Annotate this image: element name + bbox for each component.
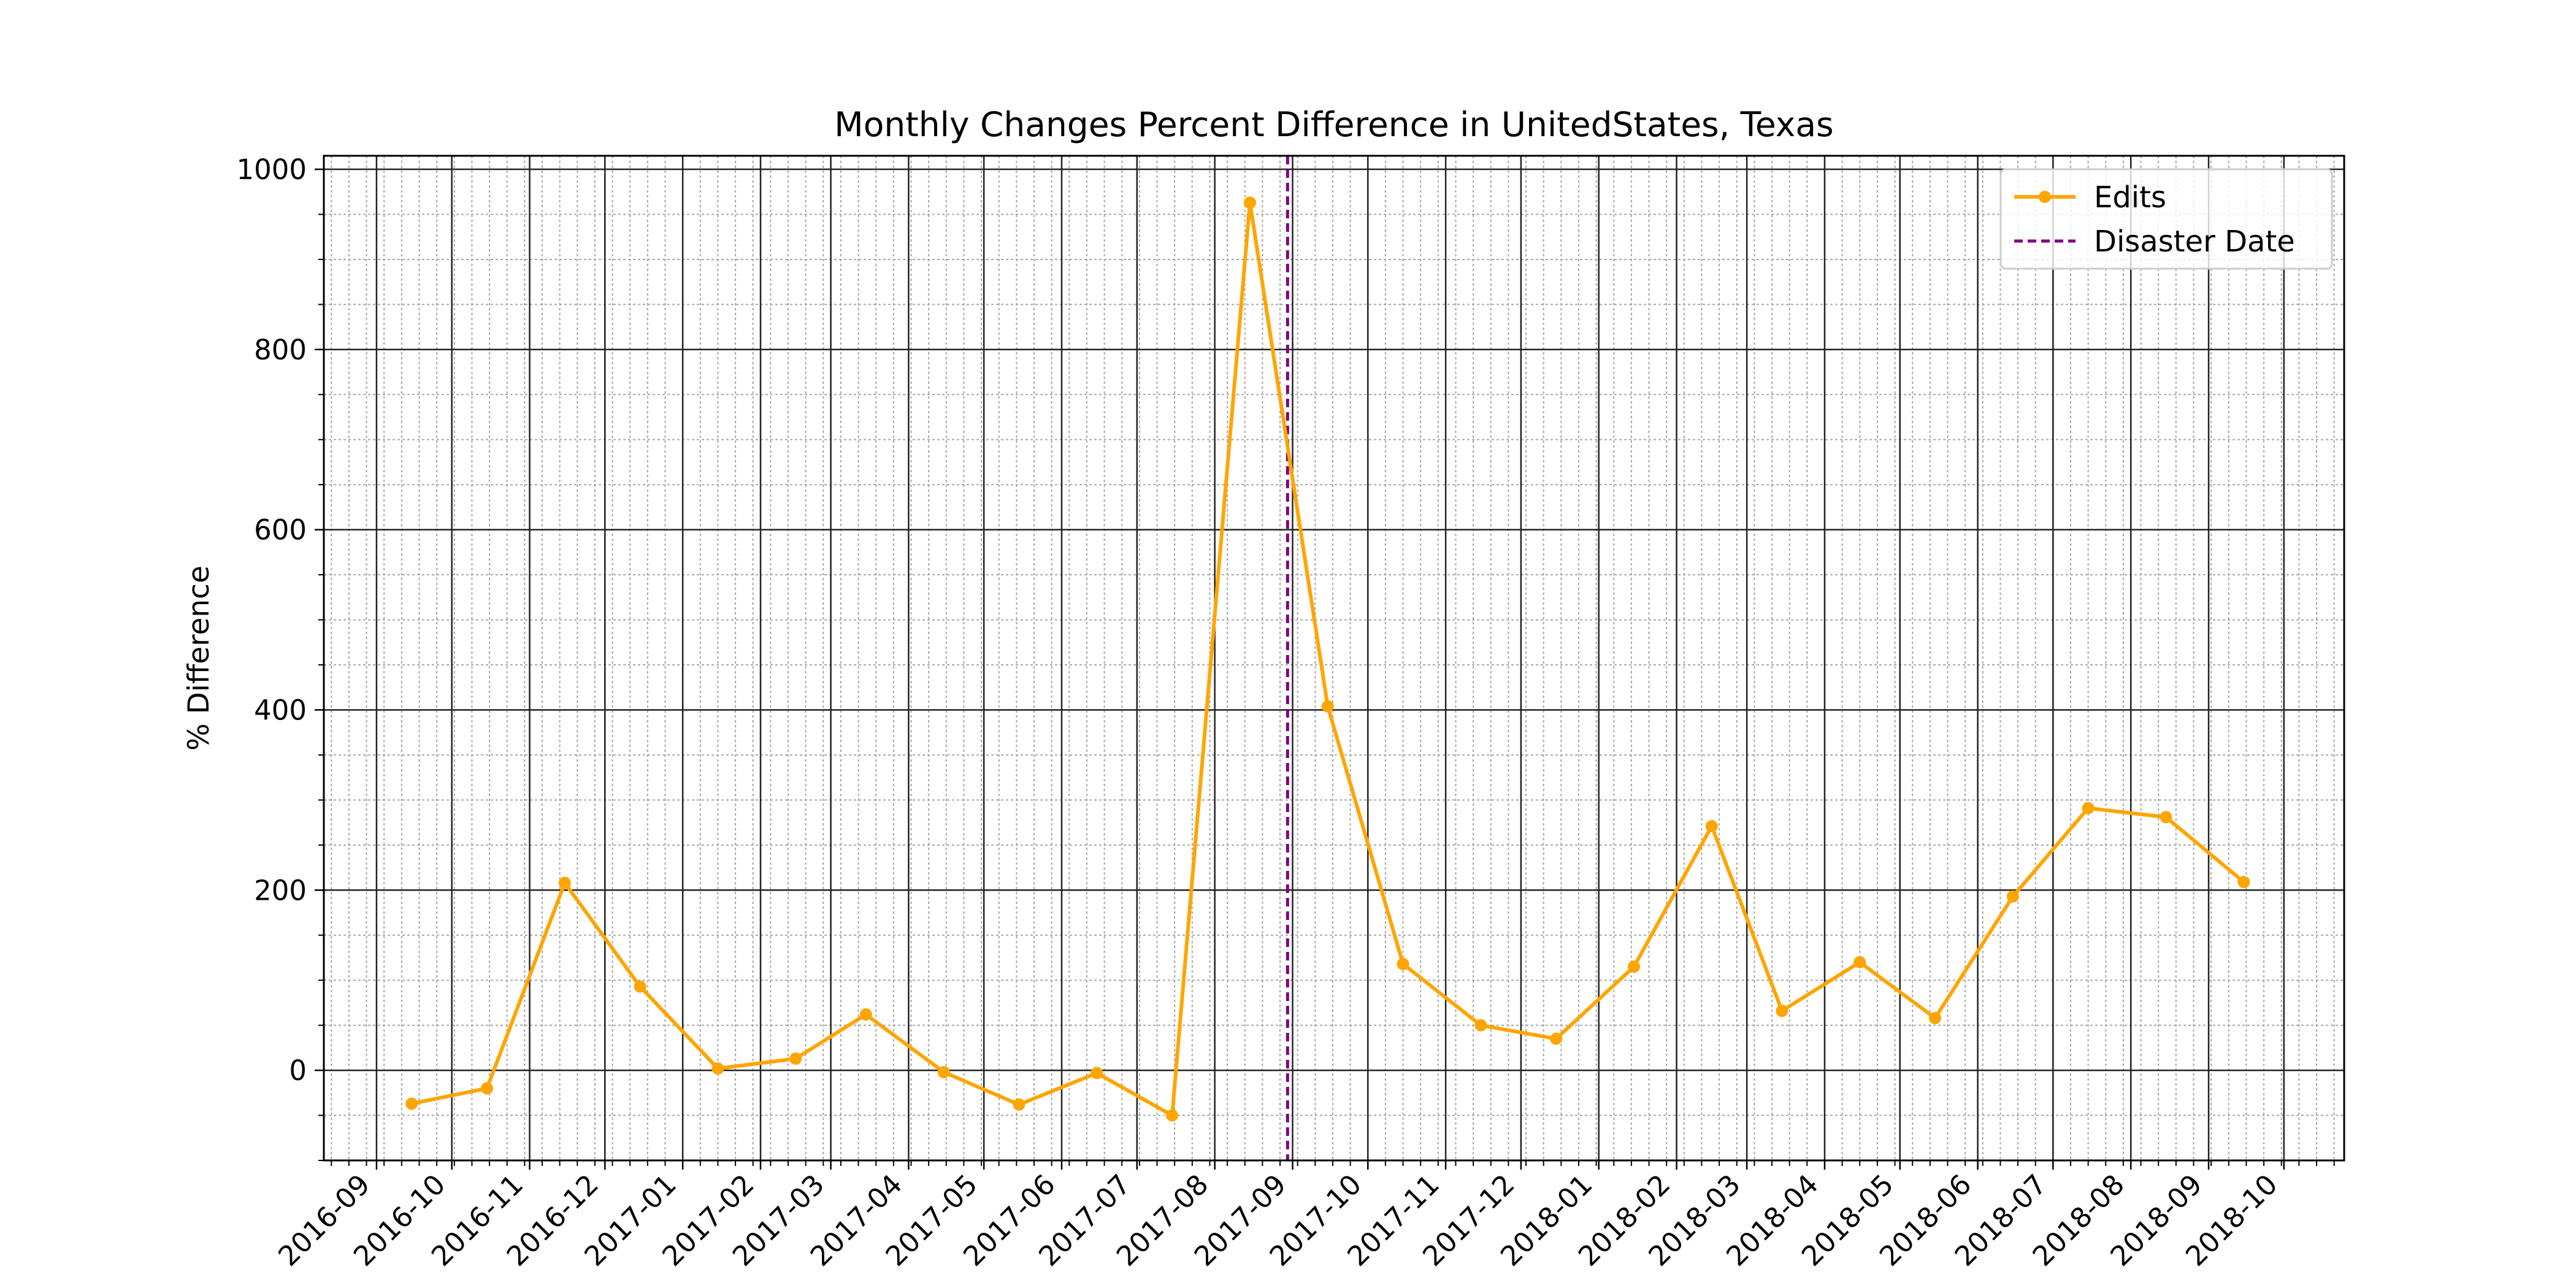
y-tick-label: 1000: [236, 153, 307, 186]
minor-grid: [324, 156, 2344, 1161]
y-tick-label: 0: [289, 1054, 307, 1087]
edits-point: [937, 1066, 950, 1079]
legend: Edits Disaster Date: [1999, 168, 2333, 270]
y-tick-label: 200: [254, 874, 307, 907]
legend-disaster-date-label: Disaster Date: [2094, 224, 2295, 259]
legend-edits-label: Edits: [2094, 180, 2166, 215]
y-tick-label: 400: [254, 694, 307, 726]
edits-point: [634, 980, 646, 993]
edits-point: [1550, 1032, 1563, 1045]
edits-point: [2160, 811, 2172, 824]
edits-point: [1705, 819, 1718, 832]
edits-point: [859, 1008, 872, 1021]
edits-point: [1929, 1011, 1942, 1024]
edits-point: [1321, 700, 1334, 713]
tick-labels: 2016-092016-102016-112016-122017-012017-…: [236, 153, 2283, 1273]
y-axis-label: % Difference: [182, 565, 216, 751]
y-tick-label: 600: [254, 514, 307, 546]
edits-point: [711, 1062, 724, 1075]
chart-title: Monthly Changes Percent Difference in Un…: [834, 105, 1833, 144]
series-layer: [405, 196, 2250, 1122]
edits-point: [1243, 196, 1256, 209]
edits-point: [1627, 960, 1640, 973]
edits-point: [1397, 957, 1409, 970]
edits-point: [1166, 1109, 1179, 1122]
legend-edits-marker: [2039, 191, 2051, 203]
edits-point: [1091, 1067, 1103, 1079]
major-grid: [324, 156, 2344, 1160]
edits-point: [789, 1052, 802, 1065]
legend-box: [1999, 168, 2333, 270]
edits-point: [1013, 1098, 1025, 1111]
edits-point: [2006, 890, 2019, 903]
edits-point: [558, 876, 571, 889]
edits-point: [2082, 802, 2095, 815]
y-tick-label: 800: [254, 334, 307, 366]
plot-frame: [323, 155, 2345, 1162]
edits-point: [1853, 956, 1866, 968]
edits-point: [405, 1097, 418, 1110]
edits-point: [2237, 876, 2250, 889]
edits-point: [480, 1082, 493, 1095]
edits-point: [1474, 1019, 1487, 1032]
edits-line: [411, 201, 2245, 1117]
edits-point: [1776, 1005, 1788, 1018]
axis-ticks: [315, 168, 2335, 1170]
